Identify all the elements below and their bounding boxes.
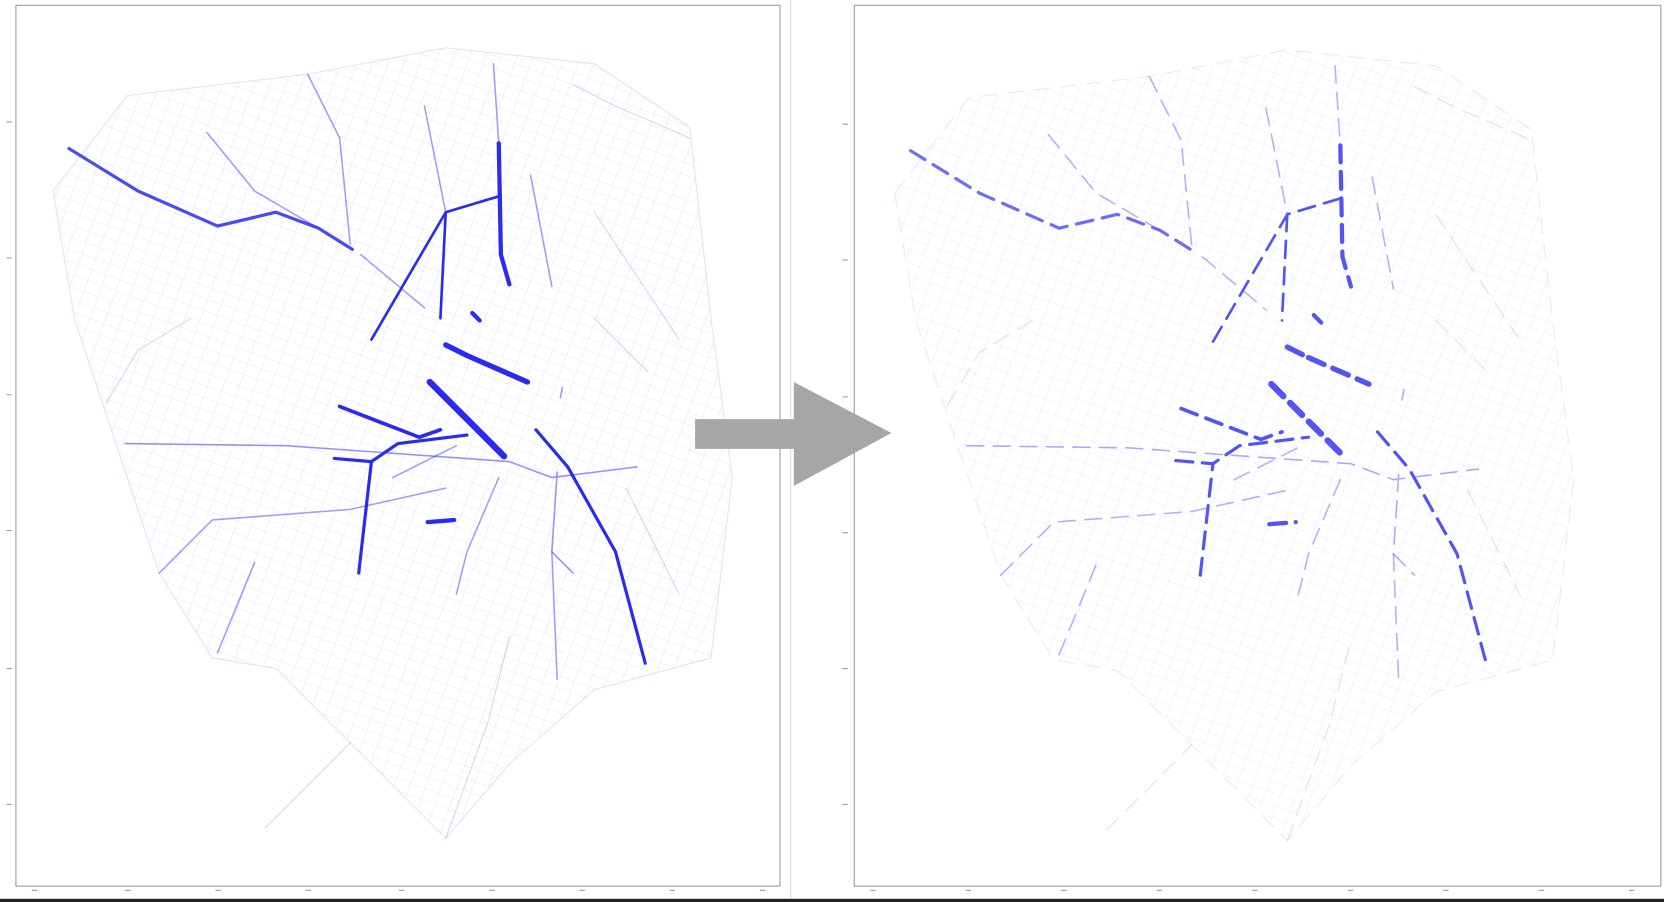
bottom-edge [0,898,1664,902]
axis-ticks [6,121,1635,891]
left-map [53,48,732,839]
left-y-ticks [6,121,12,805]
right-map [895,50,1574,841]
right-y-ticks [842,123,848,805]
arrow [695,382,892,487]
